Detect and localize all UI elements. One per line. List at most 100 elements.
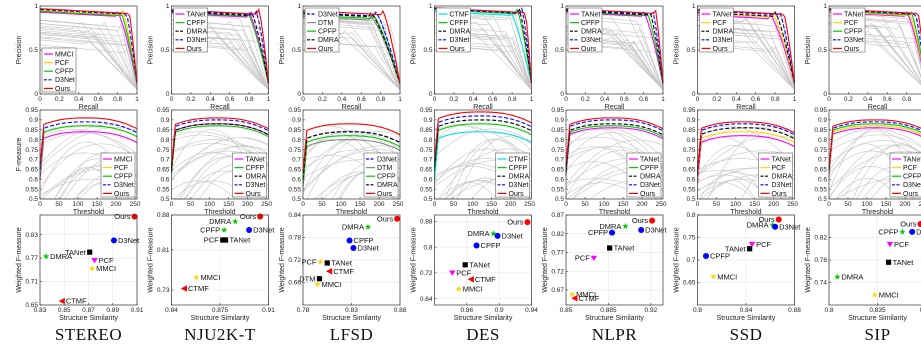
x-tick-label: 0.8 [693,307,702,314]
y-tick-label: 0.85 [157,127,170,134]
y-tick-label: 0.77 [551,250,564,257]
x-tick-label: 0.6 [620,96,629,103]
legend-box [436,7,471,53]
x-axis-label: Threshold [730,209,761,216]
x-tick-label: 0.87 [82,307,95,314]
legend-entry-tanet: TANet [713,11,732,18]
background-curve [434,148,532,200]
background-curve [39,26,138,90]
y-tick-label: 0.72 [420,270,433,277]
legend-box [830,7,866,53]
legend-entry-ours: Ours [713,46,729,53]
x-tick-label: 150 [618,201,629,208]
series-line-cpfp [302,135,401,184]
point-tanet [87,249,93,255]
legend-entry-d3net: D3Net [903,182,921,189]
y-tick-label: 0.9 [29,117,38,124]
point-label-pcf: PCF [456,268,471,277]
point-label-cpfp: CPFP [588,228,608,237]
point-tanet [462,262,468,268]
point-ctmf [467,276,474,283]
x-tick-label: 0.8 [771,96,780,103]
legend-entry-tanet: TANet [187,11,206,18]
y-tick-label: 0.65 [25,167,38,174]
y-tick-label: 0.67 [551,287,564,294]
series-line-ours [170,117,269,166]
y-tick-label: 0.5 [292,47,301,54]
series-line-d3net [39,121,138,170]
point-label-ours: Ours [240,212,257,221]
x-tick-label: 0.2 [449,96,458,103]
legend-entry-cpfp: CPFP [844,29,863,36]
point-tanet [747,246,753,252]
series-line-d3net [433,115,532,164]
x-tick-label: 0.835 [869,307,886,314]
x-tick-label: 200 [505,201,516,208]
x-tick-label: 0.6 [225,96,234,103]
y-tick-label: 0.74 [814,280,827,287]
y-tick-label: 0.8 [818,137,827,144]
legend-entry-cpfp: CPFP [903,174,921,181]
series-line-ours [565,117,664,166]
point-label-mmci: MMCI [717,272,737,281]
y-tick-label: 0.85 [551,127,564,134]
x-tick-label: 0.4 [732,96,741,103]
legend-entry-tanet: TANet [772,156,791,163]
plot-area [39,8,138,90]
y-tick-label: 0.66 [288,280,301,287]
point-label-cpfp: CPFP [710,252,730,261]
y-tick-label: 0.6 [818,176,827,183]
legend-entry-cpfp: CPFP [377,174,396,181]
x-tick-label: 0 [38,201,42,208]
y-tick-label: 0.6 [29,176,38,183]
legend-entry-dmra: DMRA [581,29,602,36]
x-tick-label: 0.4 [600,96,609,103]
series-line-pcf [696,131,795,180]
axes-frame [171,5,269,95]
legend-entry-pcf: PCF [114,165,128,172]
y-tick-label: 0.84 [288,212,301,219]
series-line-cpfp [170,125,269,174]
y-tick-label: 0.83 [25,232,38,239]
series-line-cpfp [565,125,664,174]
x-tick-label: 0 [301,96,305,103]
legend-entry-mmci: MMCI [55,51,74,58]
x-tick-label: 100 [204,201,215,208]
point-label-cpfp: CPFP [481,241,501,250]
x-tick-label: 0.83 [34,307,47,314]
y-axis-label: Precision [674,36,681,65]
point-label-ours: Ours [507,218,524,227]
background-curve [828,144,921,200]
point-mmci [568,291,576,298]
x-tick-label: 150 [486,201,497,208]
background-curve [697,126,795,200]
y-tick-label: 0.55 [157,186,170,193]
point-dmra [42,253,50,260]
x-tick-label: 50 [450,201,458,208]
x-axis-label: Threshold [73,209,104,216]
y-tick-label: 0.75 [683,235,696,242]
y-tick-label: 1 [560,3,564,10]
point-label-pcf: PCF [204,236,219,245]
legend-entry-d3net: D3Net [509,182,529,189]
background-curve [39,143,138,188]
legend-box [232,152,267,198]
axes-frame [171,214,269,306]
background-curve [39,30,138,90]
point-label-ours: Ours [377,214,394,223]
y-axis-label: Precision [411,36,418,65]
y-tick-label: 0.88 [157,212,170,219]
x-axis-label: Recall [605,104,625,111]
background-curve [302,131,401,174]
x-tick-label: 150 [92,201,103,208]
series-line-ours [39,8,138,84]
point-pcf [449,270,456,276]
axes-frame [828,214,921,306]
x-axis-label: Recall [736,104,756,111]
point-d3net [909,228,916,235]
